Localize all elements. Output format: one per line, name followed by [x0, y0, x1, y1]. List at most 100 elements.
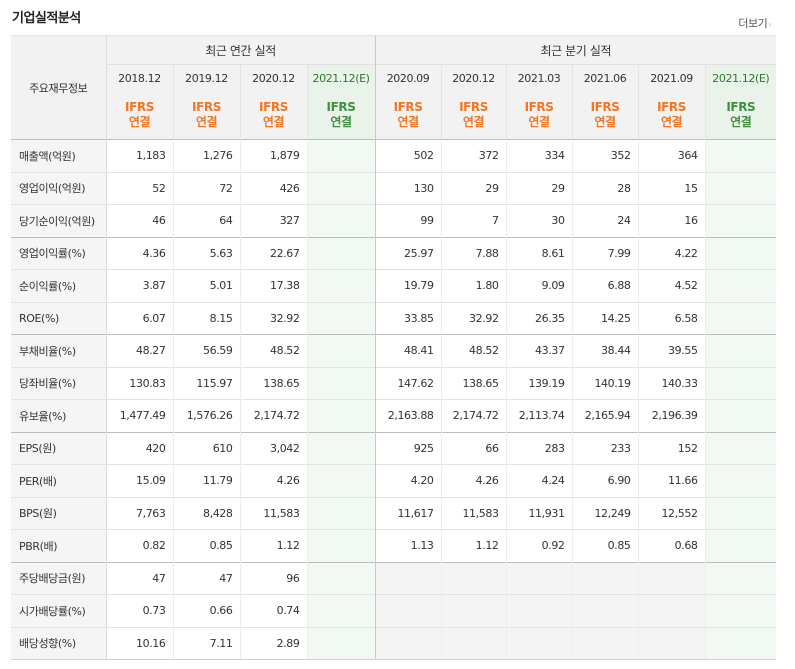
table-cell: 10.16 — [106, 626, 173, 660]
table-cell: 24 — [571, 204, 639, 237]
consolidated-label: 연결 — [660, 115, 683, 129]
table-row: BPS(원) 7,763 8,428 11,583 11,617 11,583 11,931… — [11, 496, 777, 530]
table-cell — [505, 561, 573, 595]
table-cell — [306, 171, 376, 205]
table-cell: 96 — [239, 561, 307, 595]
table-cell — [306, 464, 376, 497]
row-label: 유보율(%) — [11, 399, 107, 432]
table-cell: 364 — [637, 139, 706, 172]
table-cell — [374, 626, 442, 660]
table-row: 영업이익(억원) 52 72 426 130 29 29 28 15 — [11, 171, 777, 205]
annual-group-header: 최근 연간 실적 — [105, 35, 376, 65]
period-header: 2020.12 — [239, 64, 307, 91]
table-cell: 130 — [374, 171, 442, 205]
more-link[interactable]: 더보기› — [738, 15, 771, 31]
table-row: ROE(%) 6.07 8.15 32.92 33.85 32.92 26.35 14.25 6… — [11, 301, 777, 335]
table-cell: 48.52 — [440, 334, 507, 367]
row-label: 주당배당금(원) — [11, 561, 107, 595]
table-cell: 138.65 — [440, 366, 507, 400]
row-label: 당좌비율(%) — [11, 366, 107, 400]
table-cell — [704, 366, 777, 400]
table-cell — [571, 594, 639, 627]
table-cell: 5.01 — [172, 269, 240, 302]
consolidated-label: 연결 — [128, 115, 151, 129]
table-cell: 139.19 — [505, 366, 573, 400]
table-cell: 46 — [106, 204, 173, 237]
table-row: EPS(원) 420 610 3,042 925 66 283 233 152 — [11, 431, 777, 465]
table-cell — [704, 399, 777, 432]
table-cell: 0.92 — [505, 529, 573, 562]
chevron-right-icon: › — [768, 20, 771, 29]
table-cell — [704, 594, 777, 627]
quarter-group-header: 최근 분기 실적 — [374, 35, 777, 65]
table-cell — [704, 269, 777, 302]
table-cell: 7.99 — [571, 236, 639, 270]
table-cell — [505, 594, 573, 627]
table-cell: 0.82 — [106, 529, 173, 562]
table-cell: 8,428 — [172, 496, 240, 530]
table-cell: 48.27 — [106, 334, 173, 367]
table-cell — [306, 626, 376, 660]
table-cell: 426 — [239, 171, 307, 205]
table-row: 배당성향(%) 10.16 7.11 2.89 — [11, 626, 777, 660]
consolidated-label: 연결 — [397, 115, 419, 129]
table-row: PBR(배) 0.82 0.85 1.12 1.13 1.12 0.92 0.85 0.68 — [11, 529, 777, 562]
table-cell: 11.66 — [637, 464, 706, 497]
table-cell — [306, 334, 376, 367]
table-cell: 7.88 — [440, 236, 507, 270]
ifrs-standard: IFRS — [590, 100, 620, 114]
table-cell — [306, 204, 376, 237]
table-cell — [704, 204, 777, 237]
table-cell: 64 — [172, 204, 240, 237]
table-row: 주당배당금(원) 47 47 96 — [11, 561, 777, 595]
table-cell: 29 — [440, 171, 507, 205]
table-cell: 2.89 — [239, 626, 307, 660]
table-cell: 47 — [106, 561, 173, 595]
table-cell — [704, 236, 777, 270]
table-cell — [374, 561, 442, 595]
ifrs-label: IFRS 연결 — [440, 91, 507, 140]
table-cell: 52 — [106, 171, 173, 205]
table-cell — [306, 529, 376, 562]
table-cell: 502 — [374, 139, 442, 172]
table-row: 영업이익률(%) 4.36 5.63 22.67 25.97 7.88 8.61 7.99 4.… — [11, 236, 777, 270]
table-cell — [571, 626, 639, 660]
table-cell: 11,583 — [239, 496, 307, 530]
ifrs-label: IFRS 연결 — [172, 91, 240, 140]
table-cell: 30 — [505, 204, 573, 237]
row-label: PBR(배) — [11, 529, 107, 562]
table-row: PER(배) 15.09 11.79 4.26 4.20 4.26 4.24 6.90 11.6… — [11, 464, 777, 497]
table-cell: 72 — [172, 171, 240, 205]
table-cell — [704, 464, 777, 497]
table-cell — [306, 139, 376, 172]
ifrs-standard: IFRS — [259, 100, 288, 114]
table-cell — [704, 431, 777, 465]
table-cell: 7 — [440, 204, 507, 237]
table-cell: 33.85 — [374, 301, 442, 335]
table-cell: 5.63 — [172, 236, 240, 270]
table-row: 유보율(%) 1,477.49 1,576.26 2,174.72 2,163.88 2,… — [11, 399, 777, 432]
period-header: 2019.12 — [172, 64, 240, 91]
ifrs-standard: IFRS — [524, 100, 554, 114]
table-cell — [440, 594, 507, 627]
table-cell: 99 — [374, 204, 442, 237]
table-cell: 233 — [571, 431, 639, 465]
table-cell — [306, 399, 376, 432]
section-title: 기업실적분석 — [12, 11, 81, 26]
row-label: 배당성향(%) — [11, 626, 107, 660]
table-cell: 4.36 — [106, 236, 173, 270]
table-cell: 372 — [440, 139, 507, 172]
table-cell: 4.52 — [637, 269, 706, 302]
table-cell: 1,183 — [106, 139, 173, 172]
table-cell: 2,174.72 — [239, 399, 307, 432]
ifrs-standard: IFRS — [726, 100, 756, 114]
table-cell — [637, 626, 706, 660]
more-link-label[interactable]: 더보기 — [738, 17, 768, 30]
table-cell: 0.73 — [106, 594, 173, 627]
table-cell: 0.74 — [239, 594, 307, 627]
table-row: 매출액(억원) 1,183 1,276 1,879 502 372 334 352 364 — [11, 139, 777, 172]
ifrs-standard: IFRS — [459, 100, 489, 114]
table-row: 부채비율(%) 48.27 56.59 48.52 48.41 48.52 43.37 38.… — [11, 334, 777, 367]
consolidated-label: 연결 — [262, 115, 285, 129]
table-cell — [440, 626, 507, 660]
